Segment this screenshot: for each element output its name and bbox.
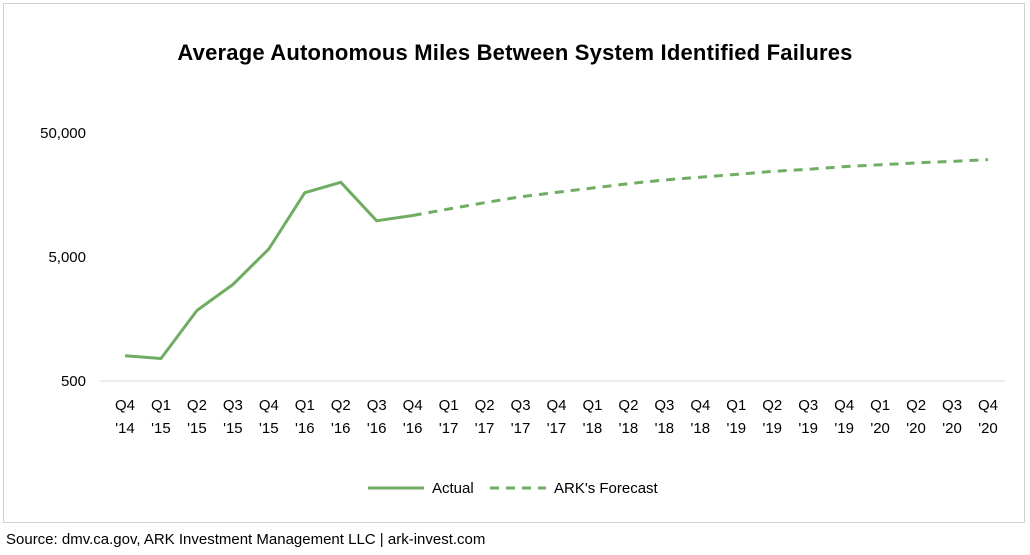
chart-frame xyxy=(3,3,1025,523)
x-tick-label-quarter: Q1 xyxy=(870,397,890,414)
x-tick-label-quarter: Q1 xyxy=(295,397,315,414)
x-tick-label-year: '15 xyxy=(259,420,279,437)
x-tick-label-quarter: Q2 xyxy=(187,397,207,414)
x-tick-label-quarter: Q4 xyxy=(259,397,279,414)
y-tick-label: 500 xyxy=(61,373,86,390)
x-tick-label-year: '18 xyxy=(619,420,639,437)
x-tick-label-year: '15 xyxy=(151,420,171,437)
x-tick-label-quarter: Q4 xyxy=(690,397,710,414)
x-tick-label-quarter: Q3 xyxy=(511,397,531,414)
x-tick-label-year: '18 xyxy=(655,420,675,437)
x-tick-label-year: '20 xyxy=(906,420,926,437)
x-tick-label-quarter: Q2 xyxy=(475,397,495,414)
x-tick-label-quarter: Q3 xyxy=(798,397,818,414)
x-tick-label-quarter: Q2 xyxy=(618,397,638,414)
x-tick-label-year: '15 xyxy=(187,420,207,437)
x-tick-label-quarter: Q3 xyxy=(942,397,962,414)
legend-label: ARK's Forecast xyxy=(554,480,659,497)
x-tick-label-quarter: Q4 xyxy=(403,397,423,414)
x-tick-label-year: '19 xyxy=(727,420,747,437)
x-tick-label-quarter: Q4 xyxy=(978,397,998,414)
x-tick-label-year: '20 xyxy=(978,420,998,437)
x-tick-label-quarter: Q4 xyxy=(115,397,135,414)
x-tick-label-year: '17 xyxy=(547,420,567,437)
x-tick-label-year: '20 xyxy=(870,420,890,437)
forecast-series-line xyxy=(412,158,989,217)
x-tick-label-year: '17 xyxy=(511,420,531,437)
x-tick-label-year: '17 xyxy=(439,420,459,437)
x-tick-label-year: '14 xyxy=(115,420,135,437)
y-tick-label: 5,000 xyxy=(48,249,86,266)
x-tick-label-year: '16 xyxy=(295,420,315,437)
x-tick-label-quarter: Q3 xyxy=(367,397,387,414)
source-note: Source: dmv.ca.gov, ARK Investment Manag… xyxy=(6,531,486,548)
x-tick-label-quarter: Q2 xyxy=(906,397,926,414)
x-tick-label-quarter: Q4 xyxy=(546,397,566,414)
x-tick-label-year: '17 xyxy=(475,420,495,437)
x-tick-label-quarter: Q1 xyxy=(439,397,459,414)
legend-label: Actual xyxy=(432,480,474,497)
chart-plot-area: 50,000 5,000 500 Q4 '14 Q1 '15 Q2 '15 Q3 '15 Q4 '15 Q… xyxy=(40,125,1005,497)
x-tick-label-quarter: Q1 xyxy=(582,397,602,414)
x-tick-label-year: '19 xyxy=(798,420,818,437)
x-tick-label-year: '16 xyxy=(403,420,423,437)
actual-series-line xyxy=(124,180,413,360)
x-tick-label-year: '18 xyxy=(583,420,603,437)
x-tick-label-quarter: Q3 xyxy=(223,397,243,414)
x-tick-label-year: '19 xyxy=(834,420,854,437)
x-tick-label-quarter: Q2 xyxy=(762,397,782,414)
x-tick-label-quarter: Q1 xyxy=(726,397,746,414)
x-tick-label-quarter: Q3 xyxy=(654,397,674,414)
x-tick-label-quarter: Q2 xyxy=(331,397,351,414)
chart-title: Average Autonomous Miles Between System … xyxy=(177,40,853,65)
y-tick-label: 50,000 xyxy=(40,125,86,142)
x-tick-label-year: '18 xyxy=(691,420,711,437)
x-tick-label-quarter: Q4 xyxy=(834,397,854,414)
x-tick-label-year: '16 xyxy=(331,420,351,437)
x-tick-label-year: '15 xyxy=(223,420,243,437)
x-tick-label-year: '20 xyxy=(942,420,962,437)
x-tick-label-quarter: Q1 xyxy=(151,397,171,414)
x-tick-label-year: '16 xyxy=(367,420,387,437)
x-tick-label-year: '19 xyxy=(762,420,782,437)
